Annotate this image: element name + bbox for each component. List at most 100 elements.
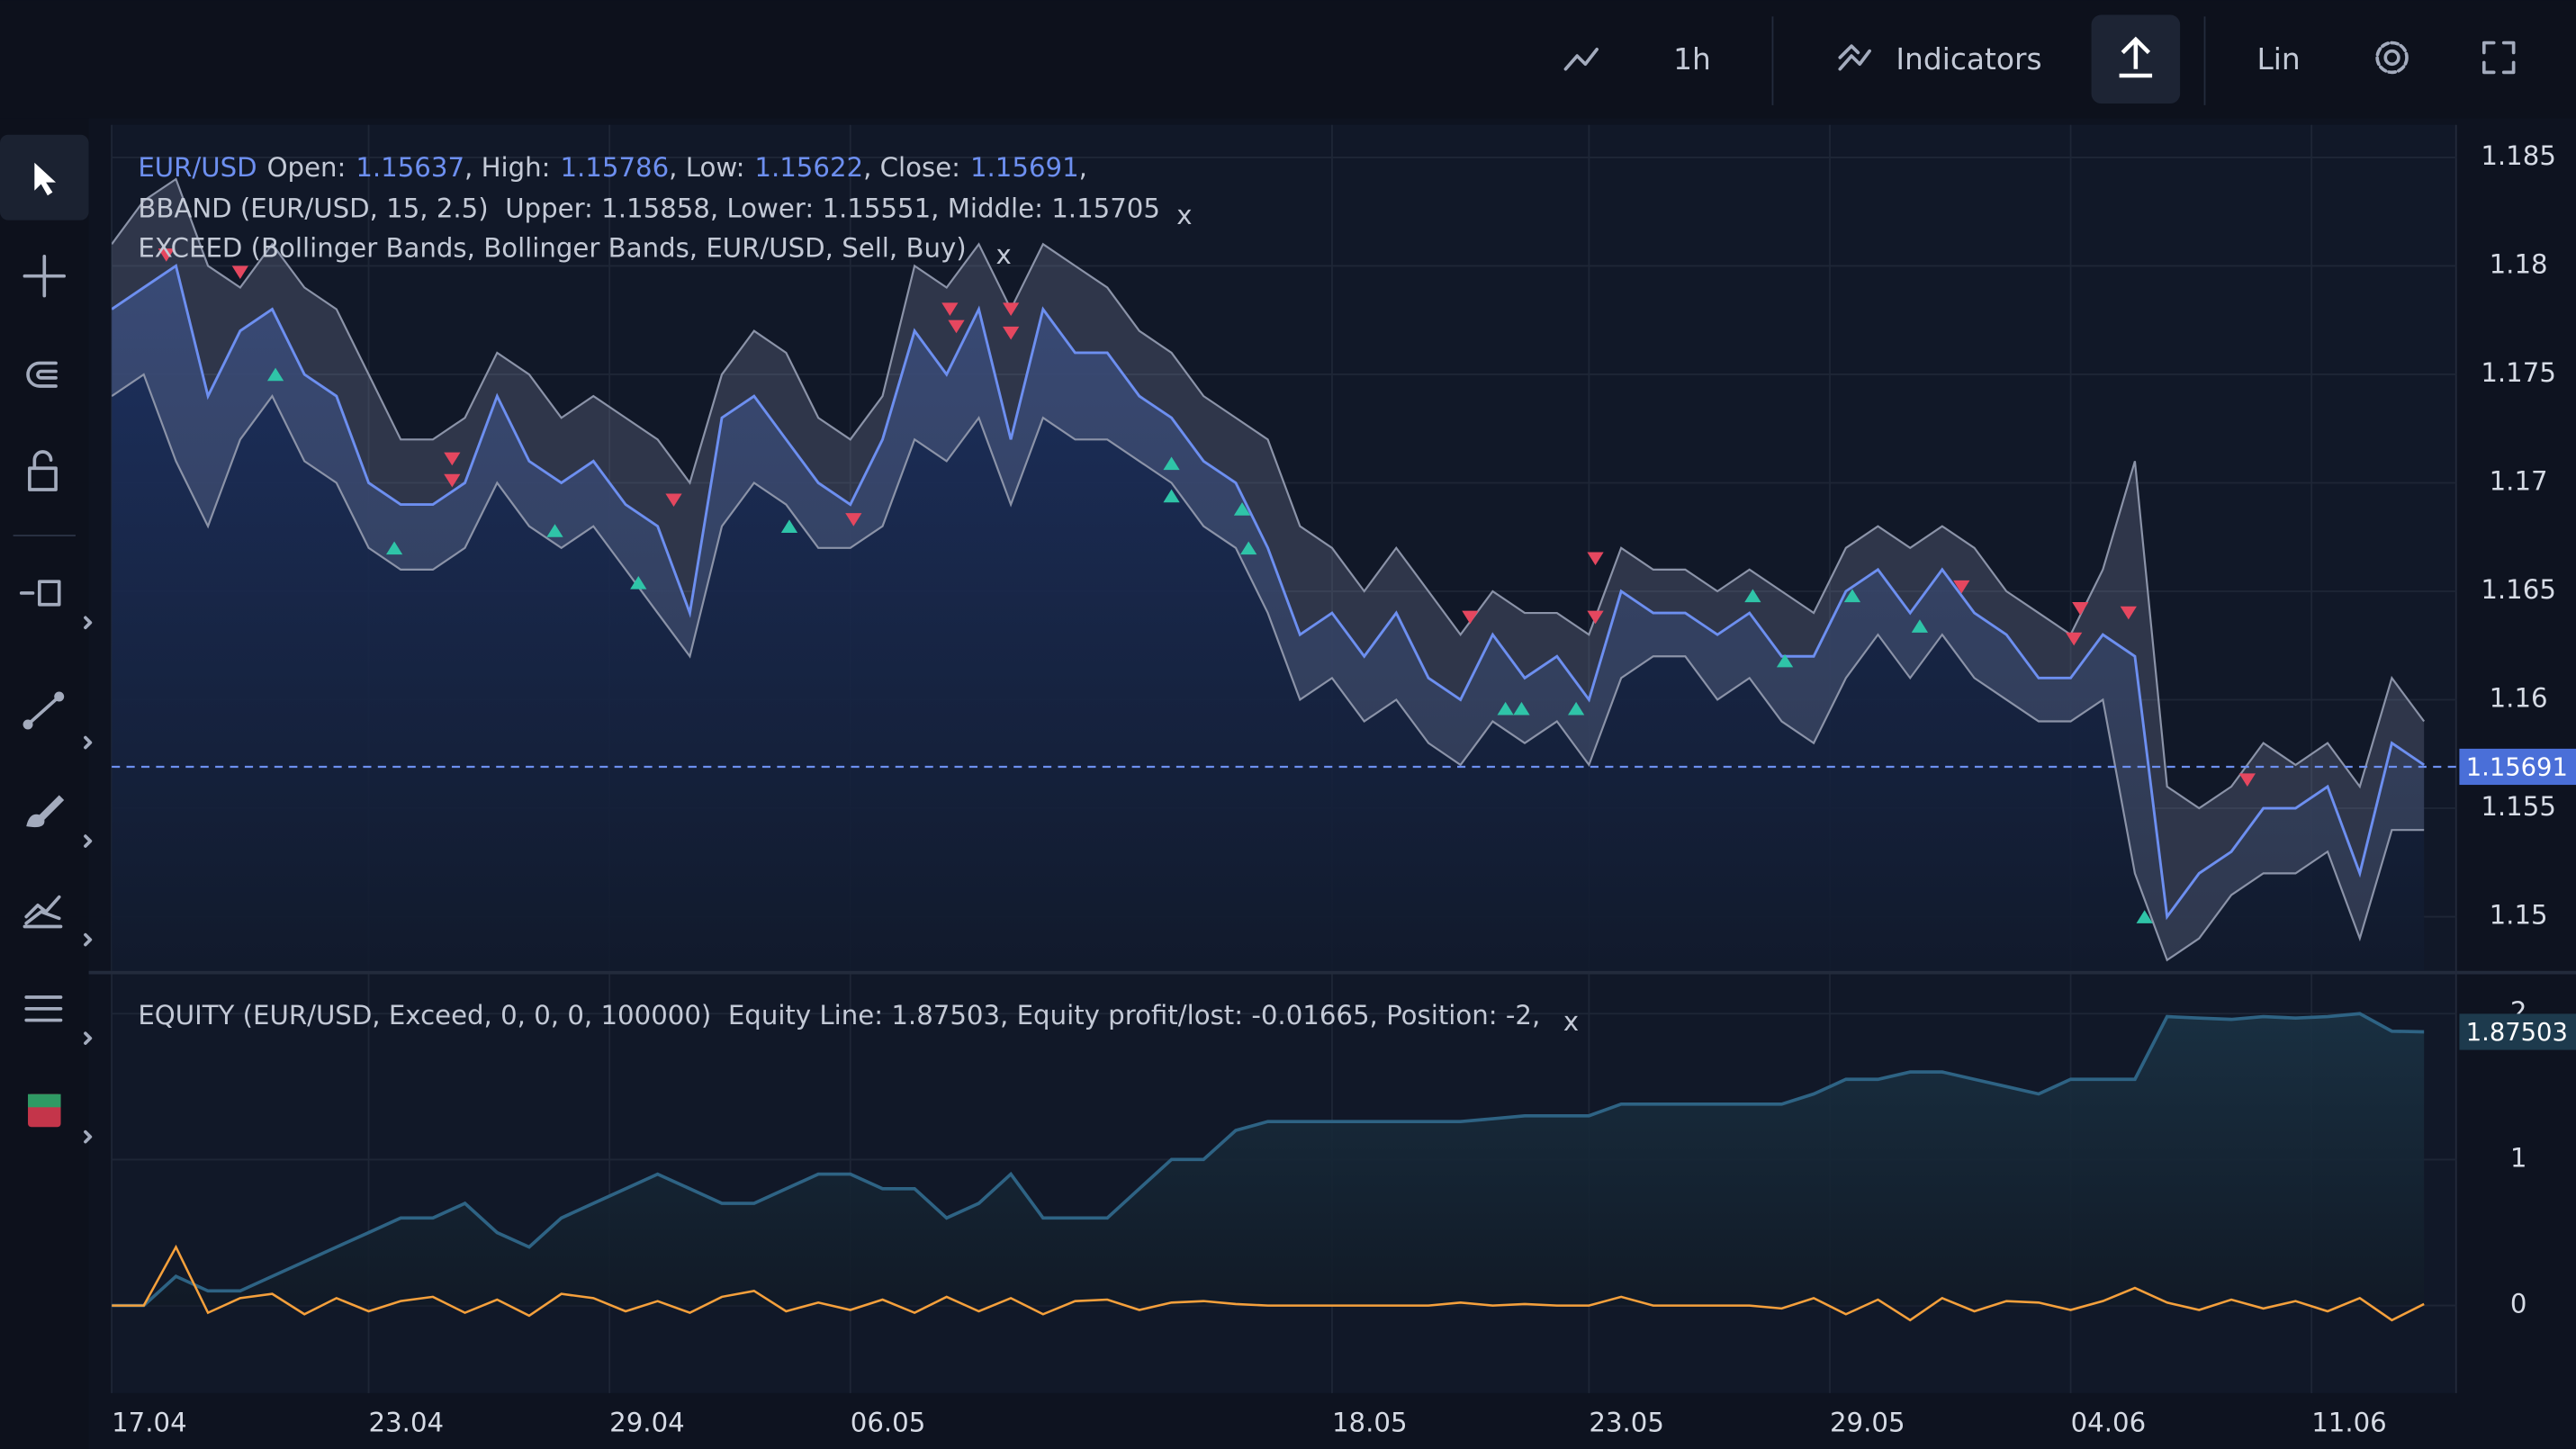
settings-ring <box>2375 40 2409 75</box>
y-tick-label: 1.16 <box>2490 683 2548 714</box>
trade-tool-top <box>28 1094 61 1108</box>
top-bar <box>0 0 2576 119</box>
profit-line <box>112 1244 2425 1322</box>
line-tool-dot <box>23 719 33 730</box>
buy-marker <box>2136 910 2153 923</box>
last-value-label: 1.87503 <box>2466 1019 2568 1047</box>
buy-marker <box>385 541 403 555</box>
last-value-box <box>2459 1013 2576 1050</box>
legend-value: 1.15691 <box>970 152 1079 183</box>
magnet-tool[interactable] <box>26 361 58 388</box>
fullscreen-button[interactable] <box>2481 40 2516 75</box>
x-tick-label: 23.05 <box>1589 1408 1664 1438</box>
y-tick-label: 1 <box>2510 1142 2527 1173</box>
x-tick-label: 11.06 <box>2311 1408 2387 1438</box>
line-tool-dot <box>54 691 65 702</box>
legend-value: 1.15786 <box>560 152 669 183</box>
upload-icon <box>2119 36 2153 78</box>
last-value-box <box>2459 748 2576 786</box>
series-group <box>112 1012 2425 1322</box>
y-tick-label: 1.17 <box>2490 465 2548 496</box>
y-tick-label: 1.155 <box>2481 791 2556 822</box>
buy-marker <box>780 519 798 533</box>
upper-band <box>112 177 2426 810</box>
buy-marker <box>1233 502 1251 516</box>
legend-label: , Low: <box>669 152 744 183</box>
crosshair-tool[interactable] <box>23 254 67 298</box>
sell-marker <box>948 320 965 334</box>
sell-marker <box>1462 610 1479 625</box>
y-tick-label: 1.165 <box>2481 574 2556 605</box>
legend-symbol: EUR/USD <box>138 152 257 183</box>
close-indicator[interactable]: x <box>1176 200 1192 230</box>
sell-marker <box>444 473 461 488</box>
layers-tool[interactable] <box>24 995 63 1022</box>
indicators-icon <box>1838 44 1871 71</box>
sell-marker <box>2120 606 2137 620</box>
buy-marker <box>1843 589 1861 603</box>
sell-marker <box>2072 601 2089 616</box>
y-tick-label: 1.185 <box>2481 140 2556 171</box>
plots <box>111 124 2456 1393</box>
cursor-tool[interactable] <box>34 162 57 196</box>
price-legend: EUR/USD Open: 1.15637, High: 1.15786, Low: 1… <box>138 152 1087 183</box>
settings-icon[interactable] <box>2383 49 2400 67</box>
lock-tool[interactable] <box>28 450 58 491</box>
buy-marker <box>1567 701 1585 716</box>
lower-band <box>112 373 2425 962</box>
equity-text: EQUITY (EUR/USD, Exceed, 0, 0, 0, 100000… <box>138 1000 1540 1030</box>
left-toolbar <box>0 118 89 1449</box>
buy-marker <box>1497 701 1514 716</box>
sell-marker <box>2066 632 2083 646</box>
band-fill <box>112 179 2425 960</box>
buy-marker <box>546 524 563 537</box>
x-tick-label: 29.05 <box>1830 1408 1905 1438</box>
legend-label: , High: <box>464 152 550 183</box>
equity-area <box>112 1013 2425 1306</box>
x-tick-label: 23.04 <box>369 1408 445 1438</box>
close-indicator[interactable]: x <box>996 239 1012 270</box>
scale-button[interactable]: Lin <box>2257 42 2301 76</box>
buy-marker <box>1163 489 1180 503</box>
exceed-text: EXCEED (Bollinger Bands, Bollinger Bands… <box>138 233 966 264</box>
bband-legend: BBAND (EUR/USD, 15, 2.5) Upper: 1.15858,… <box>138 194 1192 230</box>
equity-line <box>112 1012 2425 1308</box>
x-tick-label: 18.05 <box>1332 1408 1408 1438</box>
exceed-legend: EXCEED (Bollinger Bands, Bollinger Bands… <box>138 233 1011 270</box>
sell-marker <box>941 302 959 316</box>
sell-marker <box>231 266 248 279</box>
chart-type-button[interactable] <box>1563 47 1599 71</box>
legend-label: , Close: <box>863 152 960 183</box>
sell-marker <box>1587 552 1604 566</box>
legend-label: , <box>1079 152 1087 183</box>
tag-tool[interactable] <box>19 580 61 607</box>
buy-marker <box>1911 619 1929 633</box>
y-tick-label: 0 <box>2510 1289 2527 1319</box>
sell-marker <box>1587 610 1604 625</box>
y-tick-label: 1.15 <box>2490 900 2548 931</box>
indicators-button[interactable]: Indicators <box>1896 42 2041 76</box>
price-area <box>112 266 2425 971</box>
x-tick-label: 17.04 <box>112 1408 187 1438</box>
buy-marker <box>1163 456 1180 471</box>
legend-label: Open: <box>267 152 347 183</box>
sell-marker <box>665 493 682 508</box>
sell-marker <box>158 248 175 262</box>
tool-expand[interactable] <box>84 616 93 1144</box>
legend-value: 1.15637 <box>356 152 464 183</box>
interval-button[interactable]: 1h <box>1673 42 1711 76</box>
brush-tool[interactable] <box>26 795 65 828</box>
close-indicator[interactable]: x <box>1563 1006 1579 1037</box>
equity-legend: EQUITY (EUR/USD, Exceed, 0, 0, 0, 100000… <box>138 1000 1579 1037</box>
buy-marker <box>1240 541 1257 555</box>
x-tick-label: 06.05 <box>851 1408 926 1438</box>
buy-marker <box>630 576 647 590</box>
sell-marker <box>1003 302 1020 316</box>
y-tick-label: 1.175 <box>2481 357 2556 388</box>
chart-tool[interactable] <box>23 895 63 929</box>
line-tool[interactable] <box>26 695 61 726</box>
buy-marker <box>1513 701 1530 716</box>
price-line <box>112 264 2425 921</box>
